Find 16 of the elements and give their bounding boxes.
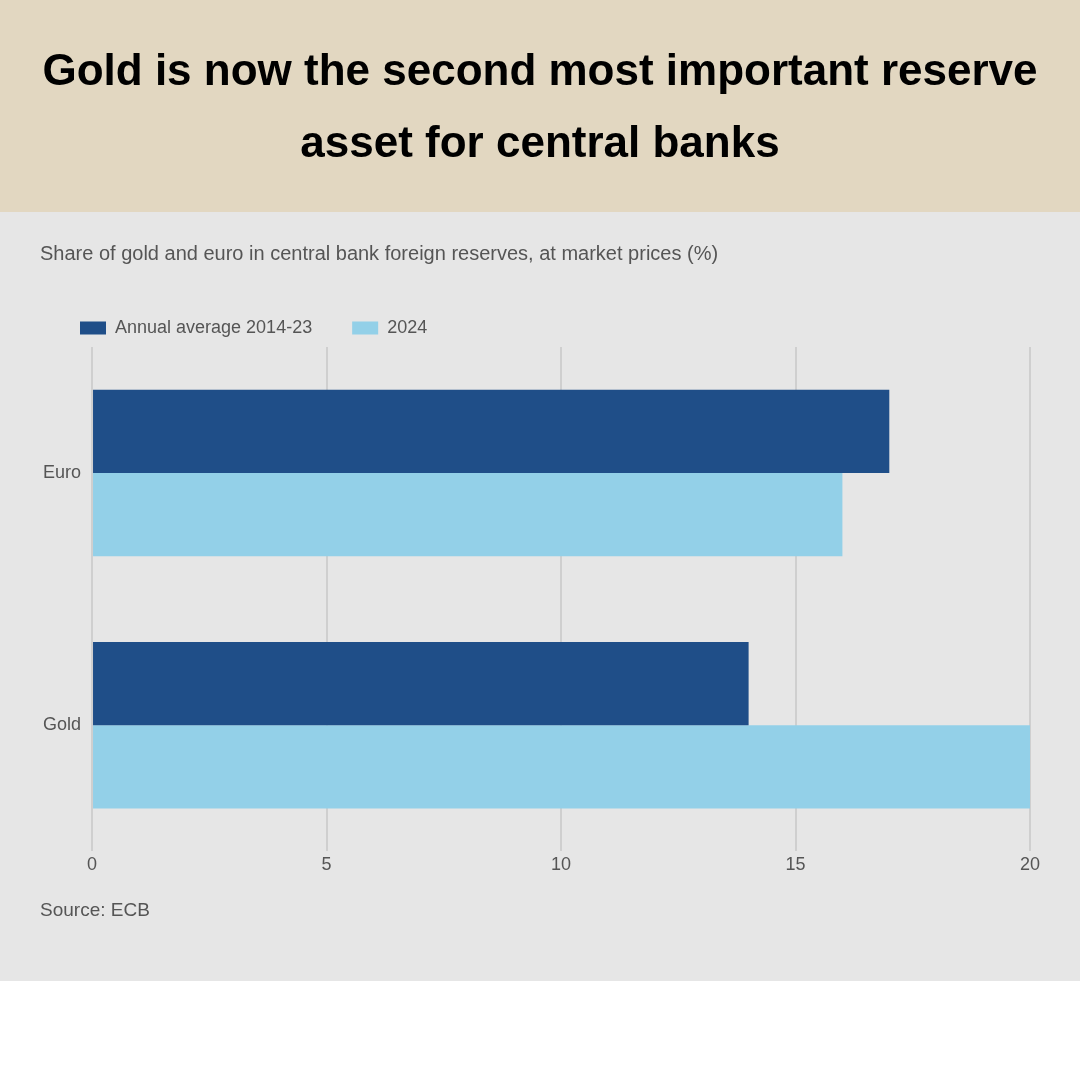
source-note: Source: ECB — [40, 899, 151, 922]
chart-title: Gold is now the second most important reserve asset for central banks — [0, 0, 1080, 212]
x-tick-label: 20 — [1019, 854, 1041, 875]
x-tick-label: 0 — [87, 854, 98, 875]
bar — [93, 389, 890, 474]
bar — [93, 642, 749, 726]
x-tick-label: 10 — [551, 854, 572, 875]
bar — [93, 725, 1030, 809]
x-tick-label: 15 — [785, 854, 806, 875]
y-tick-label: Gold — [42, 714, 82, 735]
bar — [93, 473, 843, 557]
legend-label: 2024 — [387, 316, 428, 337]
x-tick-label: 5 — [321, 854, 332, 875]
chart-subtitle: Share of gold and euro in central bank foreign reserves, at market prices (%) — [40, 242, 720, 265]
y-tick-label: Euro — [42, 462, 82, 483]
legend-label: Annual average 2014-23 — [115, 316, 313, 337]
